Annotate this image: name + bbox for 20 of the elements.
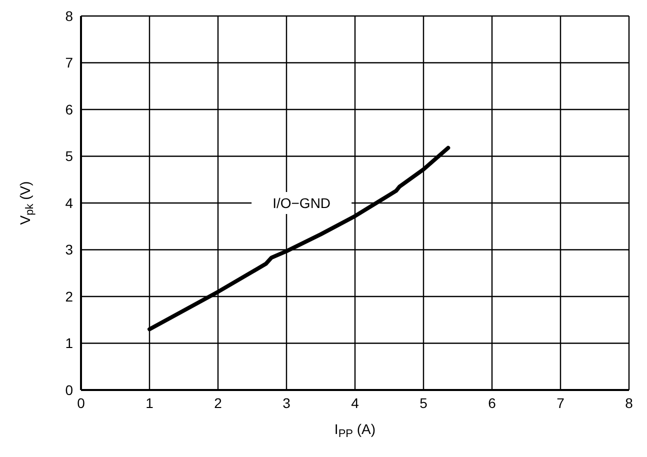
x-tick-label: 4 (351, 394, 360, 411)
y-tick-label: 2 (65, 288, 74, 304)
y-tick-label: 8 (65, 8, 74, 24)
x-tick-label: 3 (282, 394, 291, 411)
x-tick-label: 6 (488, 394, 496, 411)
x-tick-label: 1 (146, 394, 154, 411)
x-tick-label: 2 (214, 394, 222, 411)
y-tick-label: 0 (65, 382, 74, 398)
y-tick-label: 1 (65, 335, 74, 352)
series-label: I/O−GND (272, 195, 331, 211)
y-tick-label: 3 (65, 242, 74, 258)
y-tick-label: 7 (65, 54, 74, 71)
x-tick-label: 7 (556, 394, 565, 411)
x-tick-label: 5 (420, 394, 428, 411)
y-tick-label: 6 (65, 101, 74, 118)
x-tick-label: 8 (625, 394, 634, 411)
x-axis-title: I$_{PP}$ (A) (334, 421, 376, 440)
x-tick-label: 0 (77, 394, 86, 411)
y-tick-label: 5 (65, 148, 74, 164)
y-tick-label: 4 (65, 194, 74, 211)
